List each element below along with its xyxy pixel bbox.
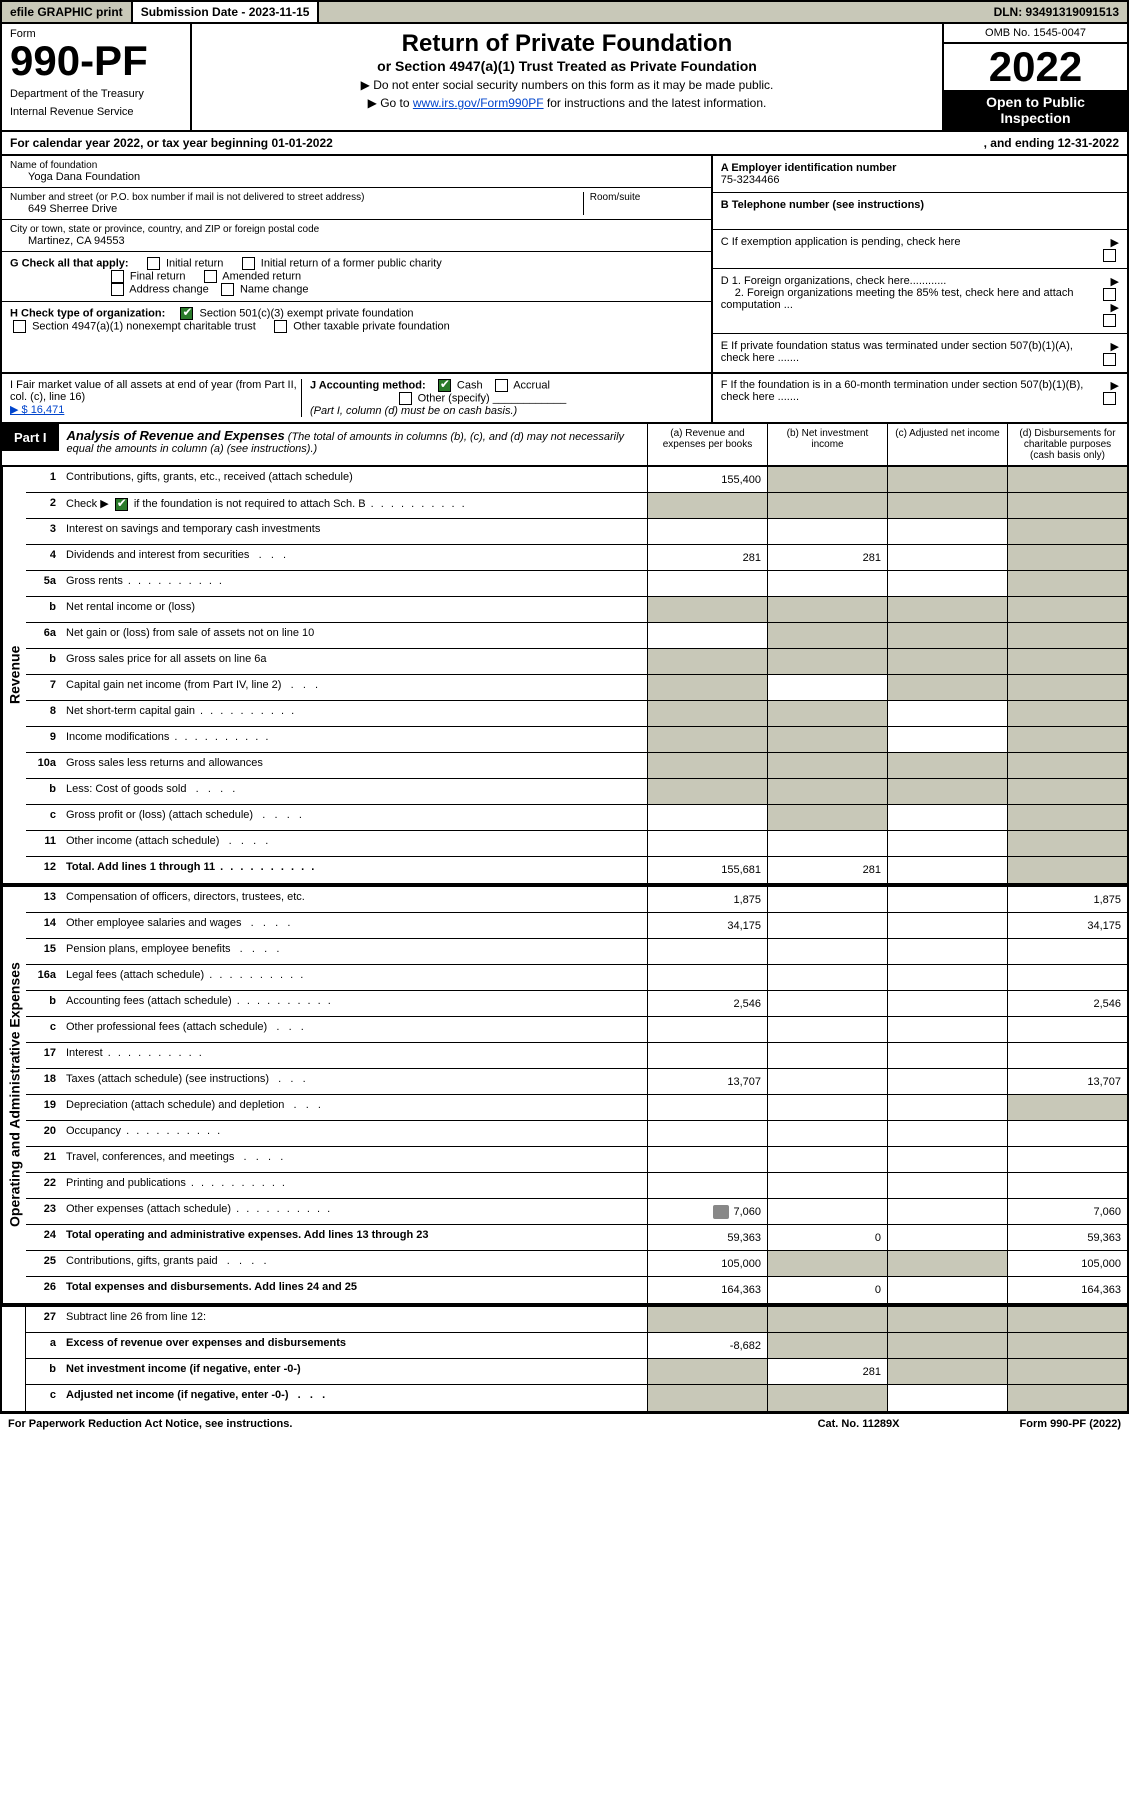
col-a-header: (a) Revenue and expenses per books <box>647 424 767 465</box>
checkbox-d2[interactable] <box>1103 314 1116 327</box>
foundation-name: Yoga Dana Foundation <box>10 171 703 183</box>
form-note-ssn: ▶ Do not enter social security numbers o… <box>202 78 932 92</box>
page-footer: For Paperwork Reduction Act Notice, see … <box>0 1413 1129 1434</box>
ein-label: A Employer identification number <box>721 162 897 174</box>
checkbox-e[interactable] <box>1103 353 1116 366</box>
col-b-header: (b) Net investment income <box>767 424 887 465</box>
section-f: F If the foundation is in a 60-month ter… <box>721 379 1100 417</box>
efile-print-label[interactable]: efile GRAPHIC print <box>2 2 133 22</box>
city-state-zip: Martinez, CA 94553 <box>10 235 703 247</box>
form-note-link: ▶ Go to www.irs.gov/Form990PF for instru… <box>202 96 932 110</box>
checkbox-4947a1[interactable] <box>13 320 26 333</box>
tax-year-begin: For calendar year 2022, or tax year begi… <box>10 136 984 150</box>
dln-label: DLN: 93491319091513 <box>986 2 1127 22</box>
tax-year-end: , and ending 12-31-2022 <box>984 136 1119 150</box>
section-e: E If private foundation status was termi… <box>721 340 1097 366</box>
form-number: 990-PF <box>10 40 182 82</box>
col-c-header: (c) Adjusted net income <box>887 424 1007 465</box>
form-subtitle: or Section 4947(a)(1) Trust Treated as P… <box>202 58 932 74</box>
calendar-year-row: For calendar year 2022, or tax year begi… <box>0 132 1129 156</box>
open-public-1: Open to Public <box>948 94 1123 110</box>
checkbox-final-return[interactable] <box>111 270 124 283</box>
irs-link[interactable]: www.irs.gov/Form990PF <box>413 96 544 110</box>
revenue-table: Revenue 1Contributions, gifts, grants, e… <box>0 467 1129 885</box>
row-ijf: I Fair market value of all assets at end… <box>0 374 1129 424</box>
section-c: C If exemption application is pending, c… <box>721 236 1097 262</box>
part1-header: Part I Analysis of Revenue and Expenses … <box>0 424 1129 467</box>
section-h: H Check type of organization: Section 50… <box>2 302 711 338</box>
dept-treasury: Department of the Treasury <box>10 88 182 100</box>
part1-title: Analysis of Revenue and Expenses <box>67 428 285 443</box>
checkbox-amended[interactable] <box>204 270 217 283</box>
city-label: City or town, state or province, country… <box>10 224 703 235</box>
section-g: G Check all that apply: Initial return I… <box>2 252 711 302</box>
tax-year: 2022 <box>944 44 1127 90</box>
fmv-value[interactable]: ▶ $ 16,471 <box>10 404 64 416</box>
checkbox-initial-former[interactable] <box>242 257 255 270</box>
checkbox-other-method[interactable] <box>399 392 412 405</box>
checkbox-initial-return[interactable] <box>147 257 160 270</box>
checkbox-name-change[interactable] <box>221 283 234 296</box>
checkbox-d1[interactable] <box>1103 288 1116 301</box>
submission-date: Submission Date - 2023-11-15 <box>133 2 320 22</box>
col-d-header: (d) Disbursements for charitable purpose… <box>1007 424 1127 465</box>
line27-table: 27Subtract line 26 from line 12: aExcess… <box>0 1305 1129 1413</box>
checkbox-other-taxable[interactable] <box>274 320 287 333</box>
dept-irs: Internal Revenue Service <box>10 106 182 118</box>
opex-side-label: Operating and Administrative Expenses <box>2 887 26 1303</box>
part1-tag: Part I <box>2 424 59 451</box>
address-label: Number and street (or P.O. box number if… <box>10 192 583 203</box>
form-header: Form 990-PF Department of the Treasury I… <box>0 24 1129 132</box>
paperwork-notice: For Paperwork Reduction Act Notice, see … <box>8 1418 292 1430</box>
opex-table: Operating and Administrative Expenses 13… <box>0 885 1129 1305</box>
attachment-icon[interactable] <box>713 1205 729 1219</box>
checkbox-f[interactable] <box>1103 392 1116 405</box>
room-label: Room/suite <box>590 192 703 203</box>
efile-topbar: efile GRAPHIC print Submission Date - 20… <box>0 0 1129 24</box>
section-d2: 2. Foreign organizations meeting the 85%… <box>721 287 1074 311</box>
catalog-number: Cat. No. 11289X <box>818 1418 900 1430</box>
address: 649 Sherree Drive <box>10 203 583 215</box>
open-public-2: Inspection <box>948 110 1123 126</box>
omb-number: OMB No. 1545-0047 <box>944 24 1127 44</box>
foundation-name-label: Name of foundation <box>10 160 703 171</box>
telephone-label: B Telephone number (see instructions) <box>721 199 924 211</box>
checkbox-501c3[interactable] <box>180 307 193 320</box>
checkbox-c[interactable] <box>1103 249 1116 262</box>
form-title: Return of Private Foundation <box>202 30 932 58</box>
checkbox-sch-b[interactable] <box>115 498 128 511</box>
revenue-side-label: Revenue <box>2 467 26 883</box>
checkbox-address-change[interactable] <box>111 283 124 296</box>
form-ref: Form 990-PF (2022) <box>1020 1418 1121 1430</box>
section-i-label: I Fair market value of all assets at end… <box>10 379 297 403</box>
section-d1: D 1. Foreign organizations, check here..… <box>721 275 947 287</box>
entity-info: Name of foundation Yoga Dana Foundation … <box>0 156 1129 374</box>
checkbox-accrual[interactable] <box>495 379 508 392</box>
ein-value: 75-3234466 <box>721 174 780 186</box>
j-note: (Part I, column (d) must be on cash basi… <box>310 405 517 417</box>
checkbox-cash[interactable] <box>438 379 451 392</box>
